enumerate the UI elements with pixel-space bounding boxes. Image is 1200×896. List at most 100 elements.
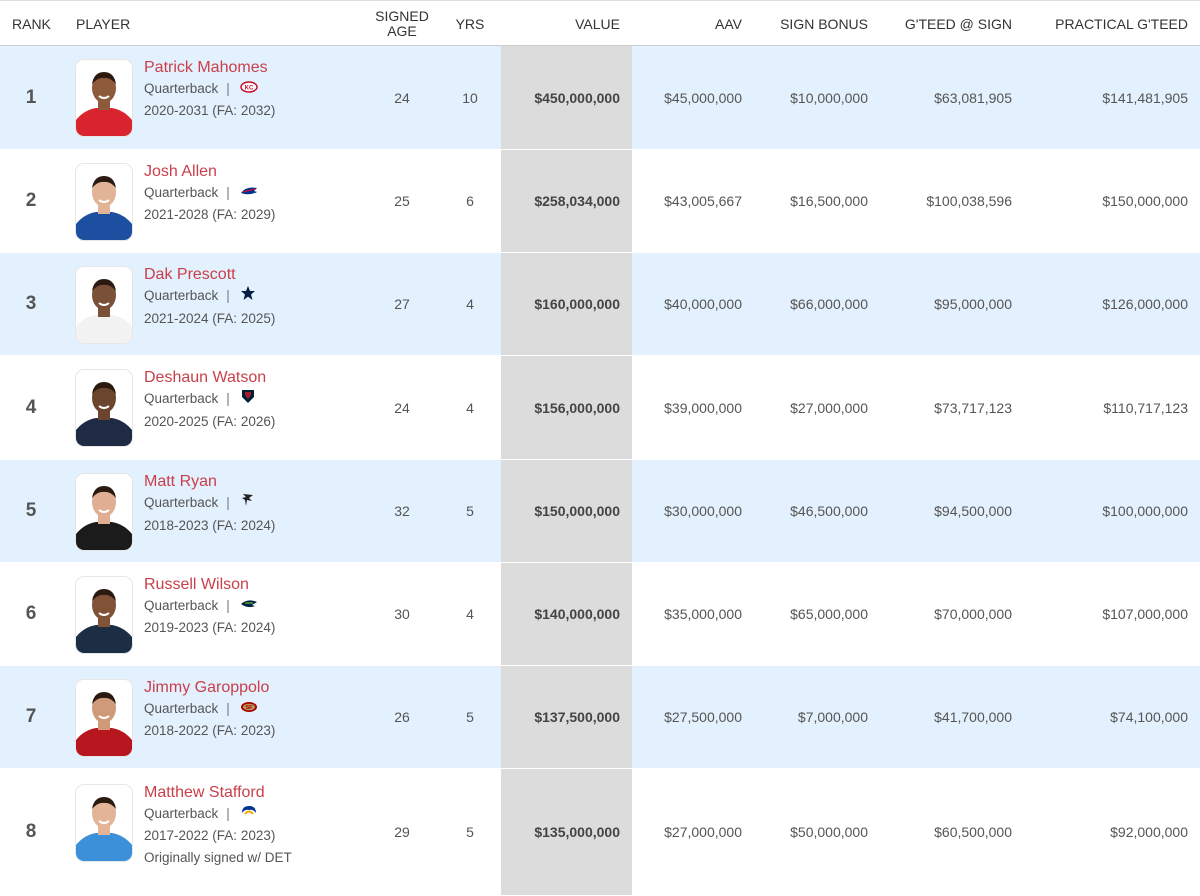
chiefs-logo-icon[interactable]: KC: [240, 78, 258, 100]
sign-bonus-cell: $65,000,000: [790, 606, 868, 622]
sign-bonus-cell: $50,000,000: [790, 824, 868, 840]
header-aav[interactable]: AAV: [715, 15, 742, 32]
signed-age-cell: 27: [394, 296, 410, 312]
years-cell: 10: [462, 89, 478, 106]
aav-cell: $45,000,000: [664, 89, 742, 106]
sign-bonus-cell: $46,500,000: [790, 503, 868, 519]
player-position-line: Quarterback | KC: [144, 78, 275, 100]
separator: |: [226, 391, 230, 407]
rank-cell: 6: [25, 603, 37, 624]
player-info: Matt Ryan Quarterback | 2018-2023 (FA: 2024…: [144, 472, 275, 537]
player-position: Quarterback: [144, 288, 219, 304]
header-rank[interactable]: RANK: [12, 15, 51, 32]
header-signed-age[interactable]: SIGNED AGE: [362, 1, 442, 47]
separator: |: [226, 598, 230, 613]
player-avatar[interactable]: [76, 680, 132, 756]
player-name-link[interactable]: Deshaun Watson: [144, 369, 267, 386]
value-cell: $450,000,000: [534, 89, 620, 106]
player-info: Dak Prescott Quarterback | 2021-2024 (FA: 2…: [144, 265, 275, 330]
header-yrs[interactable]: YRS: [455, 15, 485, 32]
player-position-line: Quarterback |: [144, 803, 292, 825]
aav-cell: $39,000,000: [664, 399, 742, 416]
gteed-at-sign-cell: $60,500,000: [934, 824, 1012, 840]
contract-years: 2018-2022 (FA: 2023): [144, 723, 276, 739]
signed-age-cell: 24: [394, 89, 410, 106]
gteed-at-sign-cell: $63,081,905: [934, 89, 1012, 106]
player-avatar[interactable]: [76, 474, 132, 550]
separator: |: [226, 288, 230, 304]
player-name-link[interactable]: Dak Prescott: [144, 266, 236, 283]
header-player[interactable]: PLAYER: [76, 15, 131, 32]
rank-cell: 1: [25, 86, 37, 108]
signed-age-cell: 24: [394, 399, 410, 416]
player-avatar[interactable]: [76, 370, 132, 446]
contract-years: 2021-2024 (FA: 2025): [144, 311, 276, 326]
player-info: Josh Allen Quarterback | 2021-2028 (FA: 202…: [144, 162, 275, 226]
aav-cell: $27,500,000: [664, 709, 742, 725]
bills-logo-icon[interactable]: [240, 182, 258, 204]
value-cell: $140,000,000: [534, 606, 620, 622]
table-row: 2 Josh Allen Quarterback | 2021-2028 (FA: 20…: [0, 150, 1200, 253]
years-cell: 5: [466, 709, 474, 725]
player-avatar[interactable]: [76, 785, 132, 861]
sign-bonus-cell: $27,000,000: [790, 399, 868, 416]
player-name-link[interactable]: Jimmy Garoppolo: [144, 679, 270, 696]
seahawks-logo-icon[interactable]: [240, 595, 258, 617]
table-header: RANK PLAYER SIGNED AGE YRS VALUE AAV SIG…: [0, 0, 1200, 46]
cowboys-logo-icon[interactable]: [240, 285, 256, 308]
signed-age-cell: 26: [394, 709, 410, 725]
svg-text:KC: KC: [244, 86, 253, 92]
signed-age-cell: 29: [394, 824, 410, 840]
player-name-link[interactable]: Josh Allen: [144, 163, 217, 180]
table-row: 4 Deshaun Watson Quarterback | 2020-2025 (FA…: [0, 356, 1200, 460]
rank-cell: 7: [25, 706, 37, 727]
contract-years: 2018-2023 (FA: 2024): [144, 518, 276, 533]
sign-bonus-cell: $10,000,000: [790, 89, 868, 106]
gteed-at-sign-cell: $100,038,596: [926, 193, 1012, 209]
header-gteed-at-sign[interactable]: G'TEED @ SIGN: [904, 15, 1012, 32]
table-row: 7 Jimmy Garoppolo Quarterback | SF 2018-2022 …: [0, 666, 1200, 769]
table-row: 3 Dak Prescott Quarterback | 2021-2024 (FA: …: [0, 253, 1200, 356]
header-practical-gteed[interactable]: PRACTICAL G'TEED: [1055, 15, 1188, 32]
player-name-link[interactable]: Russell Wilson: [144, 576, 249, 593]
texans-logo-icon[interactable]: [240, 388, 256, 411]
player-name-link[interactable]: Matt Ryan: [144, 473, 217, 490]
header-sign-bonus[interactable]: SIGN BONUS: [780, 15, 868, 32]
player-avatar[interactable]: [76, 164, 132, 240]
header-value[interactable]: VALUE: [575, 15, 620, 32]
player-position-line: Quarterback | SF: [144, 698, 275, 720]
player-avatar[interactable]: [76, 60, 132, 136]
value-cell: $156,000,000: [534, 399, 620, 416]
player-name-link[interactable]: Matthew Stafford: [144, 784, 265, 801]
practical-gteed-cell: $107,000,000: [1102, 606, 1188, 622]
value-cell: $137,500,000: [534, 709, 620, 725]
rank-cell: 4: [25, 396, 37, 418]
player-position: Quarterback: [144, 495, 219, 511]
player-avatar[interactable]: [76, 577, 132, 653]
aav-cell: $40,000,000: [664, 296, 742, 312]
falcons-logo-icon[interactable]: [240, 492, 256, 515]
practical-gteed-cell: $150,000,000: [1102, 193, 1188, 209]
svg-text:SF: SF: [245, 705, 253, 711]
practical-gteed-cell: $74,100,000: [1110, 709, 1188, 725]
separator: |: [226, 701, 230, 716]
gteed-at-sign-cell: $70,000,000: [934, 606, 1012, 622]
gteed-at-sign-cell: $94,500,000: [934, 503, 1012, 519]
player-name-link[interactable]: Patrick Mahomes: [144, 59, 268, 76]
player-avatar[interactable]: [76, 267, 132, 343]
49ers-logo-icon[interactable]: SF: [240, 698, 258, 720]
header-signed-age-line1: SIGNED: [375, 8, 429, 24]
practical-gteed-cell: $92,000,000: [1110, 824, 1188, 840]
rank-cell: 3: [25, 293, 37, 314]
years-cell: 4: [466, 399, 474, 416]
player-position-line: Quarterback |: [144, 285, 275, 308]
aav-cell: $30,000,000: [664, 503, 742, 519]
rams-logo-icon[interactable]: [240, 803, 258, 825]
years-cell: 5: [466, 503, 474, 519]
contract-years: 2020-2025 (FA: 2026): [144, 414, 276, 429]
value-cell: $160,000,000: [534, 296, 620, 312]
player-position: Quarterback: [144, 701, 219, 716]
value-cell: $135,000,000: [534, 824, 620, 840]
years-cell: 5: [466, 824, 474, 840]
